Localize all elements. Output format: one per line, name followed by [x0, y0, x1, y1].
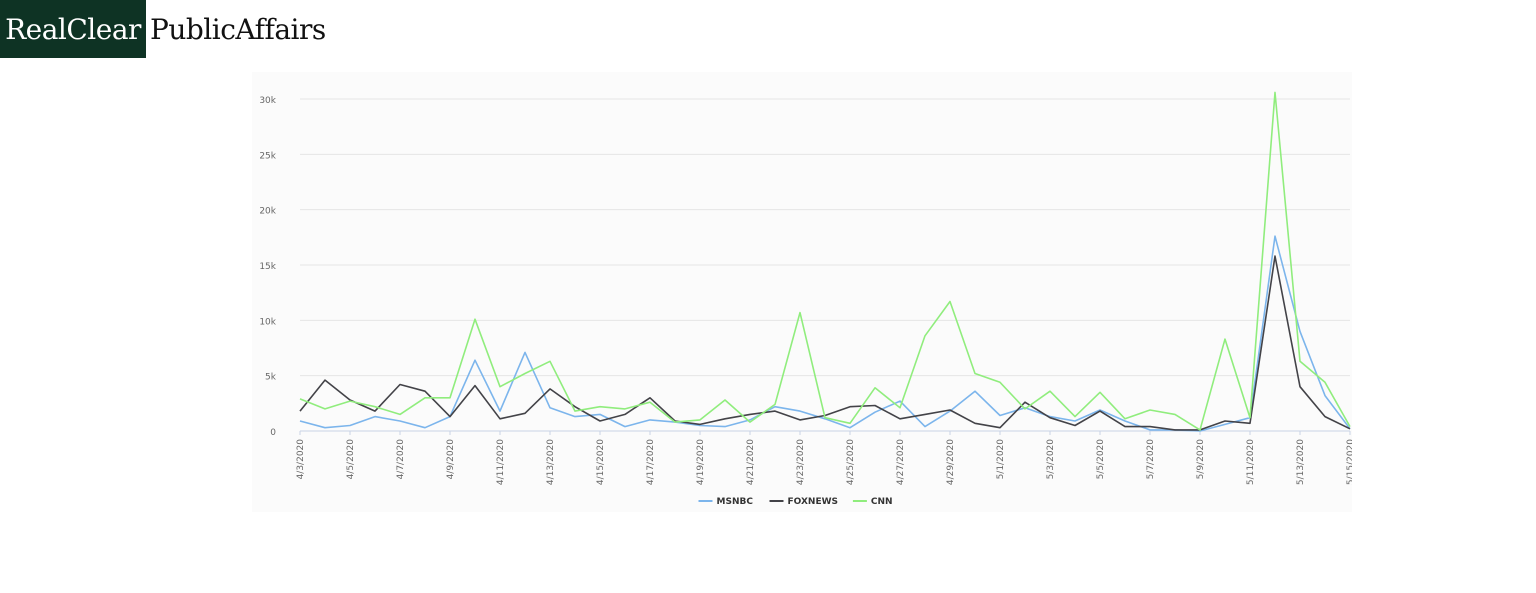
y-axis: 0 5k 10k 15k 20k 25k 30k: [259, 96, 276, 438]
x-tick-label: 4/23/2020: [796, 439, 806, 485]
x-tick-label: 4/13/2020: [546, 439, 556, 485]
y-tick-label: 10k: [259, 317, 276, 327]
x-tick-label: 4/19/2020: [696, 439, 706, 485]
x-tick-label: 5/7/2020: [1146, 439, 1156, 480]
series-line-foxnews[interactable]: [299, 255, 1351, 431]
x-tick-label: 5/3/2020: [1046, 439, 1056, 480]
x-tick-label: 4/21/2020: [746, 439, 756, 485]
brand-logo-text: PublicAffairs: [150, 12, 326, 46]
brand-logo-box: RealClear: [0, 0, 146, 58]
legend: MSNBC FOXNEWS CNN: [698, 497, 893, 507]
x-tick-label: 4/7/2020: [396, 439, 406, 480]
line-chart: 0 5k 10k 15k 20k 25k 30k 4/3/2020 4/5/2020 4/7/2…: [259, 91, 1356, 507]
x-tick-label: 4/9/2020: [446, 439, 456, 480]
series-layer: [299, 91, 1351, 432]
x-tick-label: 4/25/2020: [846, 439, 856, 485]
legend-item-foxnews[interactable]: FOXNEWS: [769, 497, 839, 507]
x-tick-label: 5/15/2020: [1346, 439, 1352, 485]
x-tick-label: 5/13/2020: [1296, 439, 1306, 485]
legend-label: CNN: [871, 497, 893, 507]
x-tick-label: 4/5/2020: [346, 439, 356, 480]
x-tick-label: 4/29/2020: [946, 439, 956, 485]
series-line-cnn[interactable]: [299, 91, 1351, 431]
chart-panel: 0 5k 10k 15k 20k 25k 30k 4/3/2020 4/5/2020 4/7/2…: [252, 72, 1356, 512]
x-tick-label: 5/1/2020: [996, 439, 1006, 480]
y-tick-label: 5k: [265, 373, 277, 383]
x-tick-label: 4/15/2020: [596, 439, 606, 485]
x-tick-label: 5/11/2020: [1246, 439, 1256, 485]
x-tick-label: 4/27/2020: [896, 439, 906, 485]
y-tick-label: 20k: [259, 207, 276, 217]
x-tick-label: 5/5/2020: [1096, 439, 1106, 480]
x-axis: 4/3/2020 4/5/2020 4/7/2020 4/9/2020 4/11/202…: [296, 431, 1356, 485]
brand-logo[interactable]: RealClear PublicAffairs: [0, 0, 326, 58]
grid-layer: [300, 98, 1350, 432]
legend-label: MSNBC: [717, 497, 754, 507]
y-tick-label: 15k: [259, 262, 276, 272]
y-tick-label: 25k: [259, 151, 276, 161]
x-tick-label: 4/3/2020: [296, 439, 306, 480]
x-tick-label: 4/11/2020: [496, 439, 506, 485]
y-tick-label: 30k: [259, 96, 276, 106]
x-tick-label: 4/17/2020: [646, 439, 656, 485]
y-tick-label: 0: [270, 428, 276, 438]
legend-item-msnbc[interactable]: MSNBC: [698, 497, 754, 507]
legend-item-cnn[interactable]: CNN: [852, 497, 893, 507]
legend-label: FOXNEWS: [788, 497, 839, 507]
x-tick-label: 5/9/2020: [1196, 439, 1206, 480]
